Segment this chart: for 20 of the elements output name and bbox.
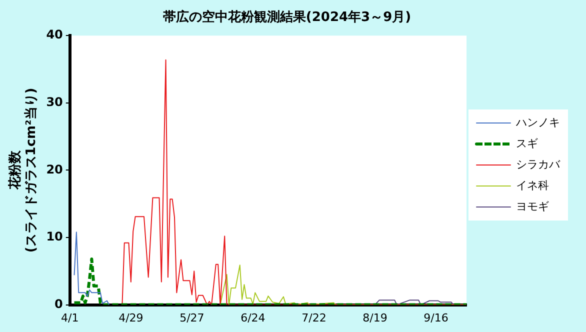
- x-tick-label: 9/16: [424, 311, 448, 324]
- x-tick-label: 4/29: [118, 311, 144, 324]
- legend-label: ハンノキ: [515, 116, 560, 129]
- legend-label: シラカバ: [516, 158, 561, 171]
- x-tick-label: 6/24: [240, 311, 266, 324]
- y-tick-label: 40: [46, 28, 63, 42]
- chart-title: 帯広の空中花粉観測結果(2024年3～9月): [162, 9, 412, 26]
- legend-label: ヨモギ: [516, 200, 549, 213]
- x-tick-label: 5/27: [180, 311, 204, 324]
- y-axis-title: 花粉数 (スライドガラス1cm²当り): [8, 88, 39, 253]
- y-tick-label: 10: [46, 230, 63, 244]
- legend-label: スギ: [516, 136, 538, 150]
- x-tick-label: 4/1: [61, 311, 79, 324]
- x-tick-label: 7/22: [302, 311, 326, 324]
- x-tick-label: 8/19: [362, 311, 388, 324]
- y-tick-label: 0: [54, 296, 63, 311]
- line-series: [72, 258, 466, 305]
- y-tick-label: 30: [46, 95, 63, 110]
- legend-label: イネ科: [516, 178, 549, 192]
- y-tick-label: 20: [46, 162, 63, 176]
